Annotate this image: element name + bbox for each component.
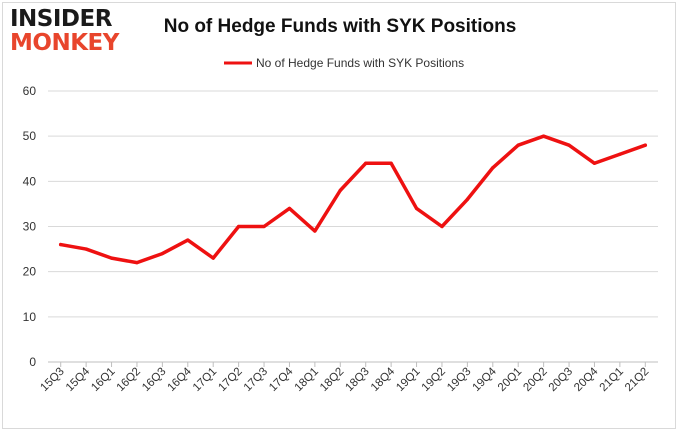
data-point [414,206,419,211]
chart-title: No of Hedge Funds with SYK Positions [163,16,517,37]
x-tick-label: 20Q3 [547,366,575,394]
insider-monkey-logo: INSIDER MONKEY [10,8,130,55]
y-tick-label: 50 [23,129,37,143]
data-point [287,206,292,211]
y-tick-label: 0 [29,355,36,369]
x-tick-label: 19Q1 [394,366,422,394]
y-tick-label: 10 [23,310,37,324]
gridlines [48,90,658,363]
x-tick-label: 17Q4 [267,365,296,394]
data-point [338,188,342,192]
data-point [186,238,190,242]
x-tick-label: 18Q1 [293,366,321,394]
x-tick-label: 21Q1 [598,366,626,394]
x-tick-label: 16Q2 [115,366,143,394]
x-tick-label: 15Q3 [38,366,66,394]
legend: No of Hedge Funds with SYK Positions [224,56,464,70]
x-tick-label: 19Q4 [471,365,500,394]
data-point [491,166,495,170]
x-tick-label: 19Q2 [420,366,448,394]
chart-frame [2,2,676,429]
data-point [542,134,546,138]
data-point [109,256,114,260]
y-tick-label: 30 [23,220,37,234]
x-tick-label: 17Q3 [242,366,270,394]
x-tick-label: 18Q3 [343,366,371,394]
legend-label: No of Hedge Funds with SYK Positions [256,56,464,70]
data-point [313,229,317,233]
data-point [440,224,444,229]
data-point [84,247,88,251]
logo-line-1: INSIDER [10,6,112,32]
series-layer [58,134,648,265]
data-point [516,143,520,147]
x-tick-label: 17Q1 [191,366,219,394]
y-tick-label: 60 [23,84,37,98]
x-tick-label: 16Q4 [166,365,195,394]
x-tick-label: 18Q2 [318,366,346,394]
x-tick-label: 17Q2 [216,366,244,394]
x-tick-label: 19Q3 [445,366,473,394]
data-point [364,161,368,165]
data-point [211,256,215,260]
data-point [567,143,571,147]
x-tick-label: 16Q1 [89,366,117,394]
data-point [160,252,164,256]
data-point [618,152,622,156]
x-tick-label: 16Q3 [140,366,168,394]
data-point [643,143,647,147]
series-line [58,134,648,265]
axes: 010203040506015Q315Q416Q116Q216Q316Q417Q… [23,84,658,394]
x-tick-label: 18Q4 [369,365,398,394]
x-tick-label: 20Q4 [572,365,601,394]
x-tick-label: 20Q1 [496,366,524,394]
data-point [237,224,241,229]
data-point [389,161,393,165]
x-tick-label: 21Q2 [623,366,651,394]
data-point [592,161,597,165]
logo-line-2: MONKEY [10,30,119,56]
y-tick-label: 40 [23,174,37,188]
data-point [135,261,139,265]
data-point [262,224,266,229]
x-tick-label: 15Q4 [64,365,93,394]
data-point [59,242,63,247]
data-point [465,197,469,201]
x-tick-label: 20Q2 [521,366,549,394]
y-tick-label: 20 [23,265,37,279]
